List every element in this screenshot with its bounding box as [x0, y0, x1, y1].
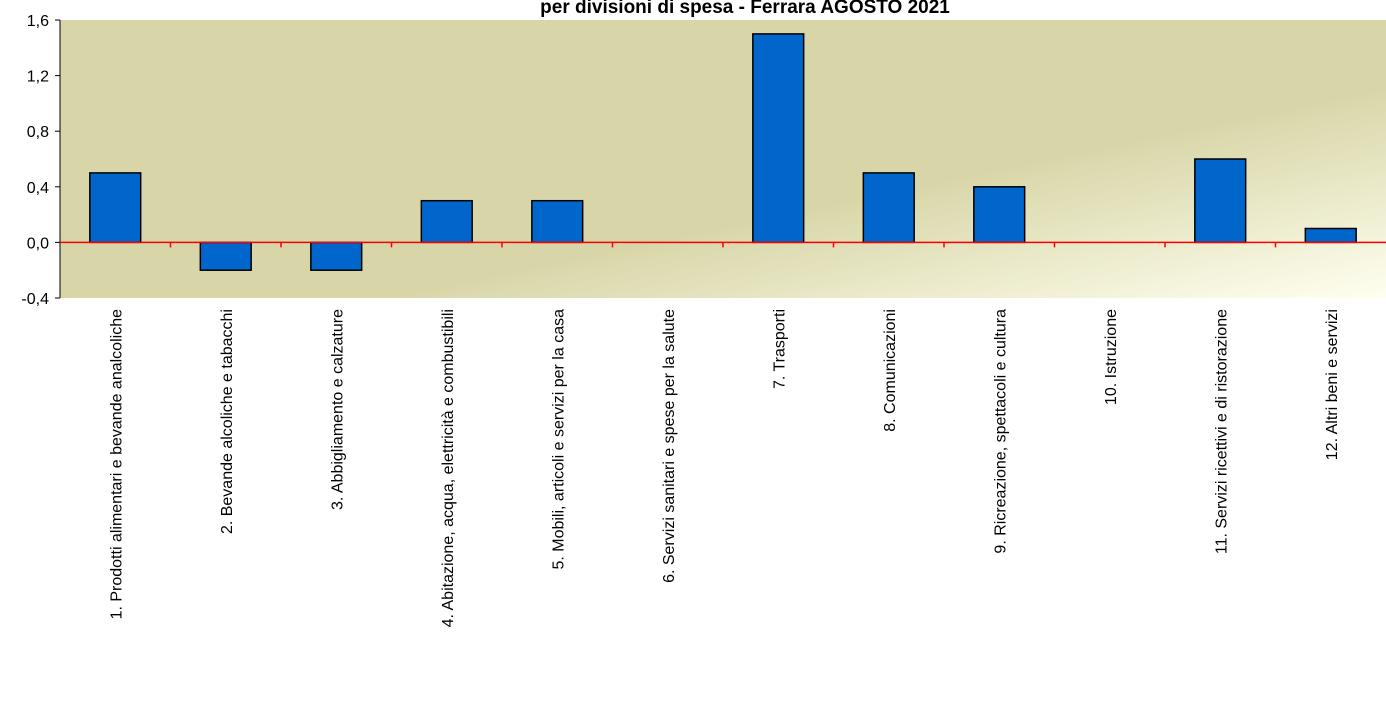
bar — [1304, 227, 1357, 244]
bars — [89, 33, 1357, 271]
plot-area — [60, 20, 1386, 298]
x-axis: 1. Prodotti alimentari e bevande analcol… — [60, 241, 1386, 627]
x-tick-label: 7. Trasporti — [771, 309, 788, 389]
y-tick-label: 1,6 — [27, 13, 49, 30]
bar — [420, 199, 473, 244]
bar — [199, 241, 252, 271]
y-tick-label: -0,4 — [21, 291, 49, 308]
x-tick-label: 12. Altri beni e servizi — [1324, 309, 1341, 460]
bar — [862, 172, 915, 244]
x-tick-label: 1. Prodotti alimentari e bevande analcol… — [108, 309, 125, 620]
bar — [531, 199, 584, 244]
bar — [752, 33, 805, 244]
bar — [1194, 158, 1247, 244]
y-axis: -0,4 0,0 0,4 0,8 1,2 1,6 — [21, 13, 61, 308]
x-tick-label: 5. Mobili, articoli e servizi per la cas… — [550, 309, 567, 570]
x-tick-label: 8. Comunicazioni — [882, 309, 899, 432]
y-tick-label: 0,4 — [27, 180, 49, 197]
y-tick-label: 1,2 — [27, 69, 49, 86]
x-tick-label: 6. Servizi sanitari e spese per la salut… — [661, 309, 678, 583]
y-tick-label: 0,0 — [27, 235, 49, 252]
x-tick-label: 4. Abitazione, acqua, elettricità e comb… — [440, 309, 457, 627]
x-tick-label: 10. Istruzione — [1103, 309, 1120, 405]
y-tick-label: 0,8 — [27, 124, 49, 141]
x-tick-label: 3. Abbigliamento e calzature — [329, 309, 346, 510]
chart-title: per divisioni di spesa - Ferrara AGOSTO … — [540, 0, 950, 18]
x-tick-label: 11. Servizi ricettivi e di ristorazione — [1213, 309, 1230, 554]
bar — [973, 186, 1026, 244]
x-tick-label: 9. Ricreazione, spettacoli e cultura — [992, 309, 1009, 554]
bar — [89, 172, 142, 244]
x-tick-label: 2. Bevande alcoliche e tabacchi — [219, 309, 236, 534]
bar — [310, 241, 363, 271]
